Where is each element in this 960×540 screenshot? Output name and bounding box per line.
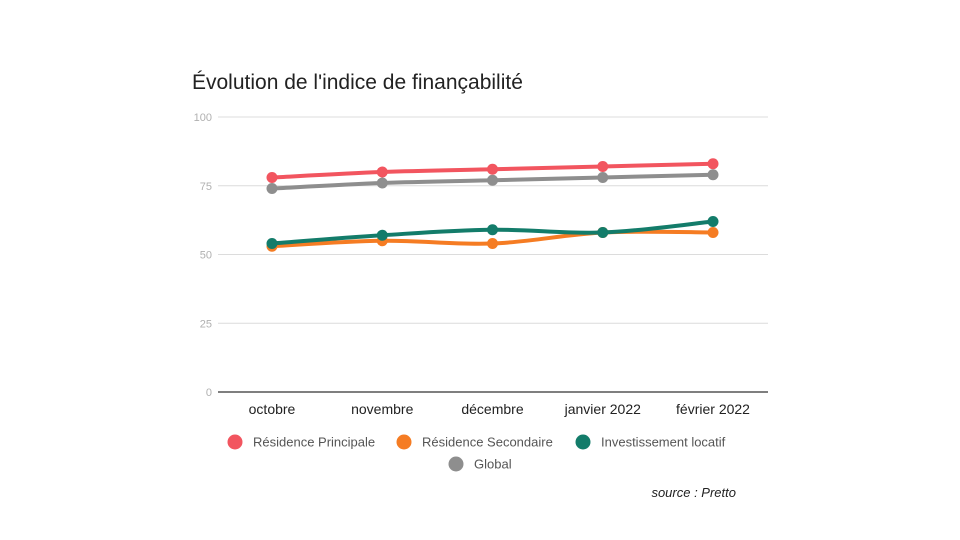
legend-label: Global: [474, 457, 512, 472]
legend-item: Global: [448, 456, 512, 472]
series-lines: [266, 158, 719, 252]
legend-label: Résidence Principale: [253, 435, 375, 450]
data-point: [266, 183, 278, 194]
legend-item: Résidence Secondaire: [396, 434, 553, 450]
data-point: [376, 229, 388, 241]
series-global: [266, 169, 719, 194]
x-tick-label: octobre: [249, 401, 296, 417]
data-point: [487, 174, 498, 186]
data-point: [376, 166, 388, 178]
data-point: [707, 227, 719, 238]
legend: Résidence Principale Résidence Secondaire…: [227, 434, 726, 472]
x-axis-ticks: octobre novembre décembre janvier 2022 févri…: [249, 401, 751, 417]
legend-swatch: [396, 434, 412, 450]
legend-item: Résidence Principale: [227, 434, 375, 450]
data-point: [487, 163, 498, 175]
y-tick-label: 0: [206, 387, 212, 399]
data-point: [376, 177, 388, 189]
y-tick-label: 75: [200, 181, 212, 193]
legend-swatch: [227, 434, 243, 450]
series-residence-principale: [266, 158, 719, 183]
x-tick-label: décembre: [461, 401, 523, 417]
data-point: [707, 158, 719, 170]
legend-swatch: [575, 434, 591, 450]
x-tick-label: janvier 2022: [564, 401, 641, 417]
y-tick-label: 25: [200, 318, 212, 330]
data-point: [707, 216, 719, 227]
legend-label: Résidence Secondaire: [422, 435, 553, 450]
grid-lines: [218, 116, 768, 393]
series-investissement-locatif: [266, 216, 719, 249]
data-point: [597, 161, 609, 172]
x-tick-label: février 2022: [676, 401, 750, 417]
legend-item: Investissement locatif: [575, 434, 726, 450]
legend-swatch: [448, 456, 464, 472]
x-tick-label: novembre: [351, 401, 413, 417]
data-point: [597, 227, 609, 238]
data-point: [266, 238, 278, 249]
data-point: [487, 238, 498, 249]
source-note: source : Pretto: [651, 485, 736, 500]
data-point: [707, 169, 719, 181]
y-tick-label: 100: [194, 112, 212, 124]
y-tick-label: 50: [200, 250, 212, 262]
y-axis-ticks: 0 25 50 75 100: [194, 112, 212, 399]
legend-label: Investissement locatif: [601, 435, 726, 450]
data-point: [597, 172, 609, 183]
chart-title: Évolution de l'indice de finançabilité: [192, 71, 523, 94]
data-point: [487, 224, 498, 236]
data-point: [266, 172, 278, 183]
